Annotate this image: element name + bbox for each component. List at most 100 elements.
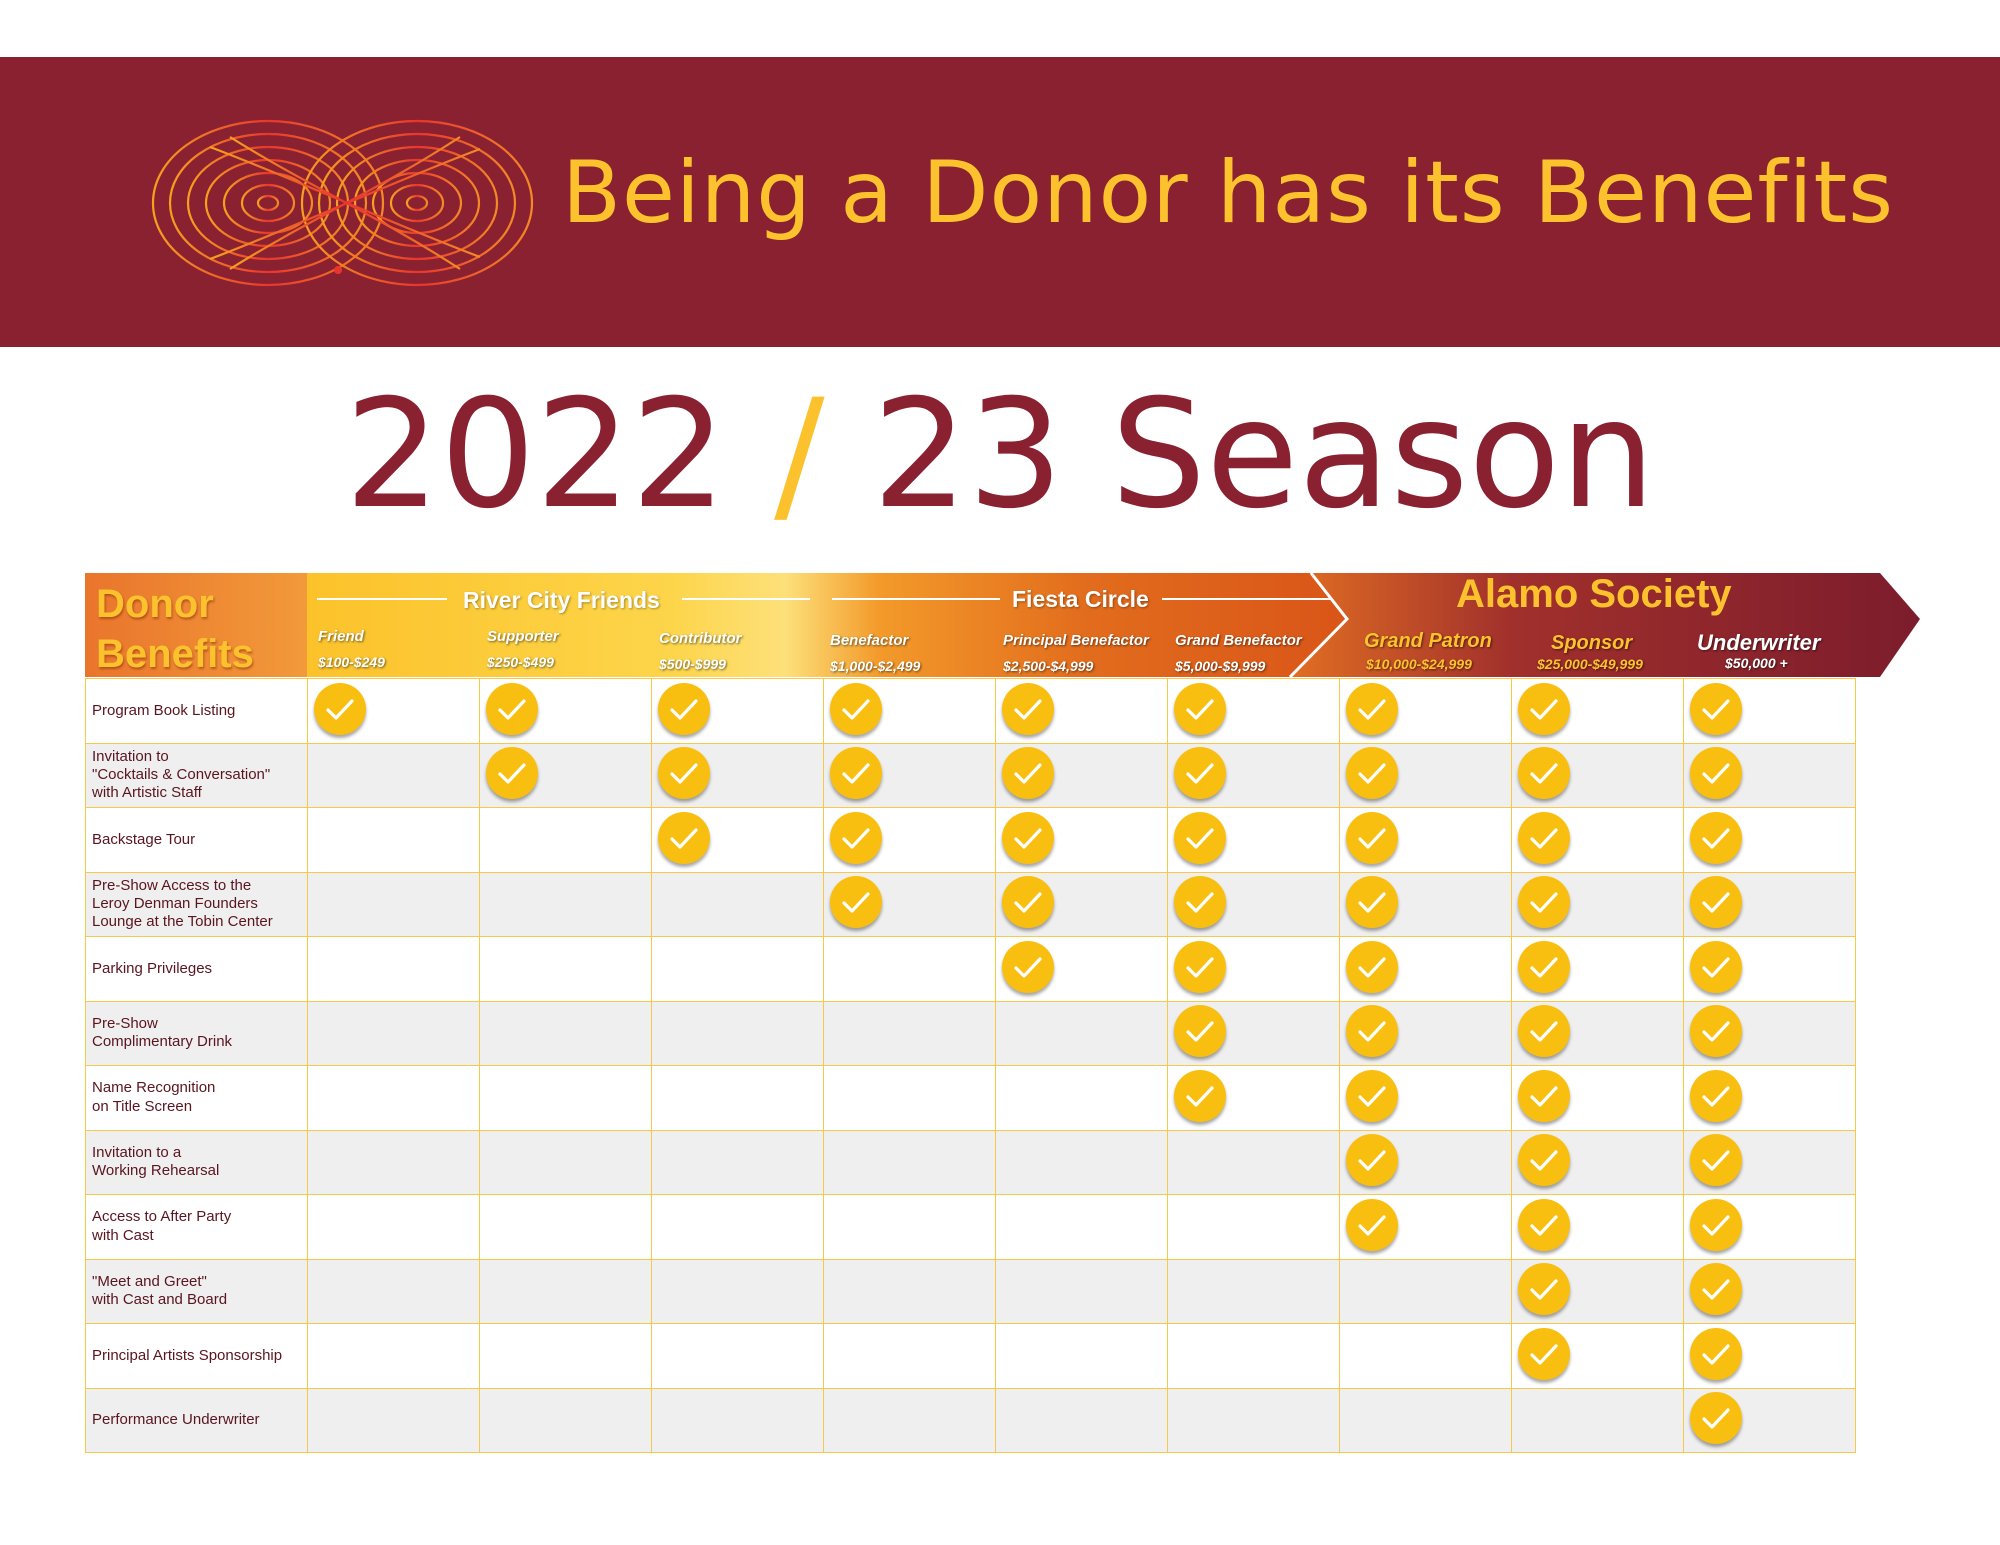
tier-range: $500-$999 [659, 656, 726, 672]
checkmark-icon [1346, 1198, 1398, 1251]
tier-name: Sponsor [1551, 632, 1633, 654]
benefit-label: Principal Artists Sponsorship [85, 1323, 308, 1389]
benefit-label: Pre-Show Complimentary Drink [85, 1000, 308, 1066]
benefit-cell [307, 936, 480, 1002]
benefit-cell [823, 1065, 996, 1131]
benefit-cell [307, 1258, 480, 1324]
benefit-cell [1339, 678, 1512, 744]
benefit-cell [1167, 1065, 1340, 1131]
benefit-cell [1167, 936, 1340, 1002]
benefit-cell [651, 1129, 824, 1195]
tier-name: Underwriter [1697, 630, 1821, 655]
benefit-cell [1683, 807, 1856, 873]
benefit-cell [479, 871, 652, 937]
checkmark-icon [1002, 876, 1054, 929]
benefit-cell [479, 678, 652, 744]
tier-name: Grand Patron [1364, 630, 1492, 652]
benefit-cell [995, 936, 1168, 1002]
checkmark-icon [658, 682, 710, 735]
tier-range: $5,000-$9,999 [1175, 658, 1266, 674]
tier-name: Principal Benefactor [1003, 632, 1149, 649]
benefit-cell [823, 936, 996, 1002]
benefit-cell [651, 1323, 824, 1389]
benefit-cell [1339, 1065, 1512, 1131]
benefit-cell [1511, 936, 1684, 1002]
benefit-label: Pre-Show Access to the Leroy Denman Foun… [85, 871, 308, 937]
benefit-cell [995, 1323, 1168, 1389]
benefit-cell [1683, 871, 1856, 937]
benefit-cell [479, 1129, 652, 1195]
benefit-label: Invitation to "Cocktails & Conversation"… [85, 742, 308, 808]
benefit-cell [1511, 1065, 1684, 1131]
benefit-cell [307, 871, 480, 937]
group-fiesta-circle: Fiesta Circle [1012, 586, 1149, 612]
benefit-cell [823, 742, 996, 808]
checkmark-icon [1690, 747, 1742, 800]
season-label: 23 Season [872, 368, 1656, 542]
benefit-label: Name Recognition on Title Screen [85, 1065, 308, 1131]
benefit-cell [995, 1065, 1168, 1131]
checkmark-icon [1690, 1263, 1742, 1316]
benefit-cell [1167, 1129, 1340, 1195]
benefit-cell [1339, 1258, 1512, 1324]
benefit-cell [995, 678, 1168, 744]
checkmark-icon [830, 682, 882, 735]
benefit-cell [1683, 1000, 1856, 1066]
benefit-cell [1167, 871, 1340, 937]
benefit-cell [995, 807, 1168, 873]
tier-name: Benefactor [830, 632, 909, 649]
benefit-cell [1683, 936, 1856, 1002]
benefit-cell [651, 1258, 824, 1324]
tier-name: Friend [318, 628, 364, 645]
benefit-cell [1167, 1387, 1340, 1453]
benefit-cell [1167, 1323, 1340, 1389]
benefit-cell [307, 1129, 480, 1195]
benefit-cell [995, 1129, 1168, 1195]
benefit-label: Parking Privileges [85, 936, 308, 1002]
benefit-label: "Meet and Greet" with Cast and Board [85, 1258, 308, 1324]
benefit-label: Invitation to a Working Rehearsal [85, 1129, 308, 1195]
checkmark-icon [658, 811, 710, 864]
benefit-cell [1339, 936, 1512, 1002]
benefit-cell [1683, 678, 1856, 744]
benefit-cell [651, 742, 824, 808]
season-slash: / [774, 368, 825, 542]
checkmark-icon [1518, 876, 1570, 929]
benefit-cell [995, 871, 1168, 937]
benefit-cell [1167, 1000, 1340, 1066]
tier-range: $25,000-$49,999 [1537, 656, 1643, 672]
benefit-cell [479, 1065, 652, 1131]
benefit-cell [479, 1323, 652, 1389]
rcf-line-right [682, 598, 810, 600]
checkmark-icon [658, 747, 710, 800]
group-river-city-friends: River City Friends [463, 587, 660, 613]
checkmark-icon [1690, 1005, 1742, 1058]
benefit-cell [995, 1194, 1168, 1260]
benefit-cell [651, 936, 824, 1002]
tier-range: $100-$249 [318, 654, 385, 670]
checkmark-icon [1002, 682, 1054, 735]
benefit-cell [307, 1000, 480, 1066]
header-banner: Being a Donor has its Benefits [0, 57, 2000, 347]
checkmark-icon [1518, 1134, 1570, 1187]
checkmark-icon [1518, 1198, 1570, 1251]
benefit-cell [307, 1387, 480, 1453]
benefit-cell [479, 742, 652, 808]
benefit-cell [1511, 1000, 1684, 1066]
checkmark-icon [1518, 747, 1570, 800]
checkmark-icon [1346, 1005, 1398, 1058]
benefit-cell [823, 1129, 996, 1195]
benefit-cell [651, 1065, 824, 1131]
checkmark-icon [1174, 940, 1226, 993]
benefit-cell [307, 742, 480, 808]
tier-range: $2,500-$4,999 [1003, 658, 1094, 674]
interlaced-spiral-logo-icon [151, 119, 534, 287]
benefit-cell [479, 936, 652, 1002]
checkmark-icon [830, 876, 882, 929]
benefit-cell [479, 1194, 652, 1260]
benefit-label: Backstage Tour [85, 807, 308, 873]
benefit-cell [1511, 1194, 1684, 1260]
benefit-cell [995, 1000, 1168, 1066]
checkmark-icon [1690, 876, 1742, 929]
benefit-cell [479, 1387, 652, 1453]
